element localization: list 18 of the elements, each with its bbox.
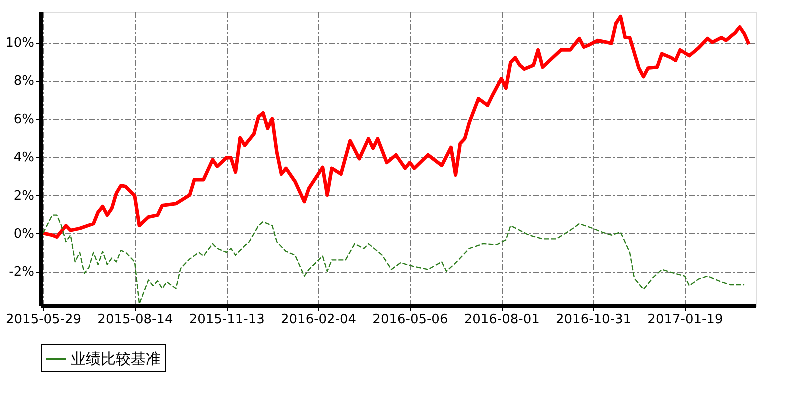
legend-label: 业绩比较基准: [71, 350, 161, 368]
line-series: [42, 214, 746, 305]
x-tick-label: 2016-10-31: [556, 312, 632, 328]
x-tick-label: 2015-08-14: [98, 312, 174, 328]
x-tick-label: 2015-05-29: [6, 312, 82, 328]
y-tick-label: 0%: [14, 226, 34, 242]
x-tick-label: 2016-08-01: [464, 312, 540, 328]
y-tick-label: 6%: [14, 112, 34, 128]
y-tick-label: 10%: [6, 36, 34, 52]
y-tick-label: 8%: [14, 74, 34, 90]
y-tick-label: 2%: [14, 188, 34, 204]
y-tick-label: -2%: [9, 265, 34, 280]
y-tick-label: 4%: [14, 150, 34, 166]
x-tick-label: 2017-01-19: [648, 312, 724, 328]
x-tick-label: 2015-11-13: [189, 312, 265, 328]
x-tick-label: 2016-02-04: [281, 312, 357, 328]
x-tick-label: 2016-05-06: [372, 312, 448, 328]
line-series: [42, 15, 751, 240]
